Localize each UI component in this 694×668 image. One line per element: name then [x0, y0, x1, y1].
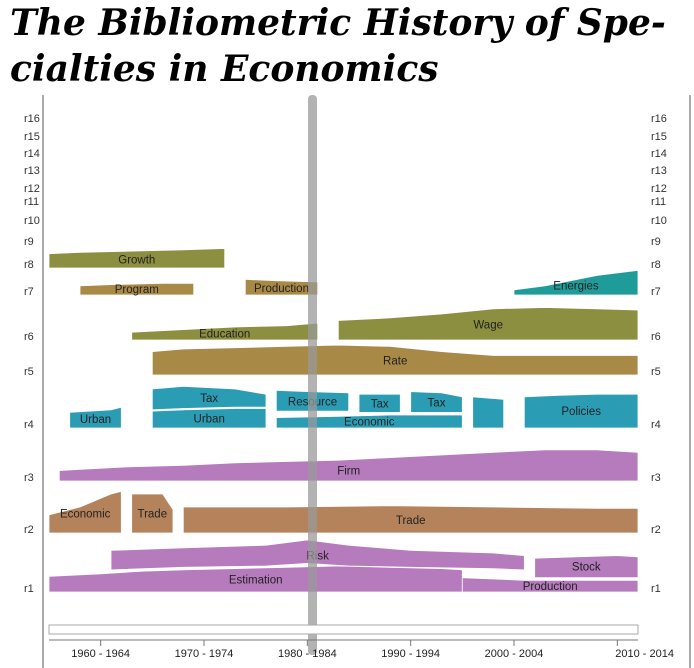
- stream-bands: [48, 248, 639, 593]
- band-r4-urban-8[interactable]: [69, 406, 122, 429]
- row-label-r5-left: r5: [24, 366, 34, 378]
- row-label-r15-left: r15: [24, 131, 40, 143]
- row-label-r9-right: r9: [651, 236, 661, 248]
- band-label-stock: Stock: [572, 562, 601, 574]
- band-label-economic: Economic: [344, 417, 395, 429]
- band-r6-wage-19[interactable]: [337, 307, 639, 341]
- row-label-r6-right: r6: [651, 331, 661, 343]
- row-label-r12-left: r12: [24, 183, 40, 195]
- x-tick-label: 1960 - 1964: [71, 648, 130, 660]
- band-r5-rate-17[interactable]: [151, 344, 639, 376]
- band-r7-production-21[interactable]: [244, 278, 319, 296]
- band-r4-urban-10[interactable]: [151, 408, 267, 429]
- band-r1-stock-3[interactable]: [534, 555, 639, 579]
- row-label-r15-right: r15: [651, 131, 667, 143]
- band-r4-tax-9[interactable]: [151, 385, 267, 411]
- x-tick-label: 1970 - 1974: [175, 648, 234, 660]
- x-tick-label: 2000 - 2004: [485, 648, 544, 660]
- band-label-trade: Trade: [137, 509, 167, 521]
- band-label-tax: Tax: [200, 393, 218, 405]
- page-title: The Bibliometric History of Spe- cialtie…: [10, 0, 690, 92]
- band-r8-growth-23[interactable]: [48, 248, 226, 269]
- band-label-tax: Tax: [371, 398, 389, 410]
- band-label-education: Education: [199, 329, 250, 341]
- row-label-r7-right: r7: [651, 286, 661, 298]
- row-label-r3-left: r3: [24, 472, 34, 484]
- page-title-line-1: The Bibliometric History of Spe-: [10, 2, 666, 44]
- row-label-r7-left: r7: [24, 286, 34, 298]
- row-label-r14-left: r14: [24, 148, 40, 160]
- band-label-program: Program: [115, 284, 159, 296]
- row-label-r4-right: r4: [651, 419, 661, 431]
- row-label-r8-right: r8: [651, 259, 661, 271]
- band-r2-trade-6[interactable]: [182, 505, 639, 534]
- row-label-r2-right: r2: [651, 524, 661, 536]
- row-label-r6-left: r6: [24, 331, 34, 343]
- row-label-r13-right: r13: [651, 165, 667, 177]
- band-r2-economic-4[interactable]: [48, 490, 122, 534]
- band-r4-tax-14[interactable]: [410, 391, 463, 413]
- row-label-r9-left: r9: [24, 236, 34, 248]
- row-label-r13-left: r13: [24, 165, 40, 177]
- row-label-r16-left: r16: [24, 113, 40, 125]
- band-label-tax: Tax: [428, 398, 446, 410]
- band-r7-energies-22[interactable]: [513, 269, 639, 296]
- period-selector[interactable]: [308, 95, 317, 655]
- band-r1-production-2[interactable]: [461, 577, 639, 593]
- row-label-r3-right: r3: [651, 472, 661, 484]
- band-label-production: Production: [523, 581, 578, 593]
- x-tick-label: 1990 - 1994: [381, 648, 440, 660]
- row-label-r4-left: r4: [24, 419, 34, 431]
- band-label-urban: Urban: [80, 414, 111, 426]
- band-r7-program-20[interactable]: [79, 282, 195, 296]
- row-label-r12-right: r12: [651, 183, 667, 195]
- row-label-r14-right: r14: [651, 148, 667, 160]
- band-label-rate: Rate: [383, 356, 407, 368]
- band-label-policies: Policies: [561, 406, 601, 418]
- row-label-r5-right: r5: [651, 366, 661, 378]
- band-label-economic: Economic: [60, 509, 111, 521]
- band-label-production: Production: [254, 283, 309, 295]
- band-r6-education-18[interactable]: [131, 322, 319, 341]
- x-tick-label: 2010 - 2014: [615, 648, 674, 660]
- page-title-line-2: cialties in Economics: [10, 48, 439, 90]
- scroll-track[interactable]: [48, 624, 639, 635]
- row-label-r1-left: r1: [24, 583, 34, 595]
- band-label-growth: Growth: [118, 255, 155, 267]
- band-r3-firm-7[interactable]: [58, 449, 639, 482]
- row-label-r8-left: r8: [24, 259, 34, 271]
- x-axis-ticks: 1960 - 1964 1970 - 1974 1980 - 1984 1990 - …: [71, 640, 674, 660]
- band-r2-trade-5[interactable]: [131, 493, 174, 534]
- band-label-trade: Trade: [396, 515, 426, 527]
- band-r1-risk-1[interactable]: [110, 539, 525, 571]
- row-label-r1-right: r1: [651, 583, 661, 595]
- band-label-energies: Energies: [553, 280, 599, 292]
- band-label-firm: Firm: [337, 466, 360, 478]
- band-label-wage: Wage: [473, 319, 503, 331]
- row-labels: r1 r1 r2 r2 r3 r3 r4 r4 r5 r5 r6 r6 r7 r7 r8 r8 r9 r9 r10 r…: [24, 113, 667, 595]
- band-r4-unnamed-15[interactable]: [472, 396, 505, 429]
- row-label-r10-right: r10: [651, 215, 667, 227]
- row-label-r2-left: r2: [24, 524, 34, 536]
- band-label-estimation: Estimation: [229, 575, 283, 587]
- row-label-r10-left: r10: [24, 215, 40, 227]
- x-tick-label: 1980 - 1984: [278, 648, 337, 660]
- band-r4-economic-12[interactable]: [275, 414, 463, 429]
- band-r4-tax-13[interactable]: [358, 393, 401, 413]
- row-label-r16-right: r16: [651, 113, 667, 125]
- band-r4-policies-16[interactable]: [523, 393, 639, 429]
- row-label-r11-right: r11: [651, 196, 666, 208]
- band-label-urban: Urban: [194, 413, 225, 425]
- row-label-r11-left: r11: [24, 196, 39, 208]
